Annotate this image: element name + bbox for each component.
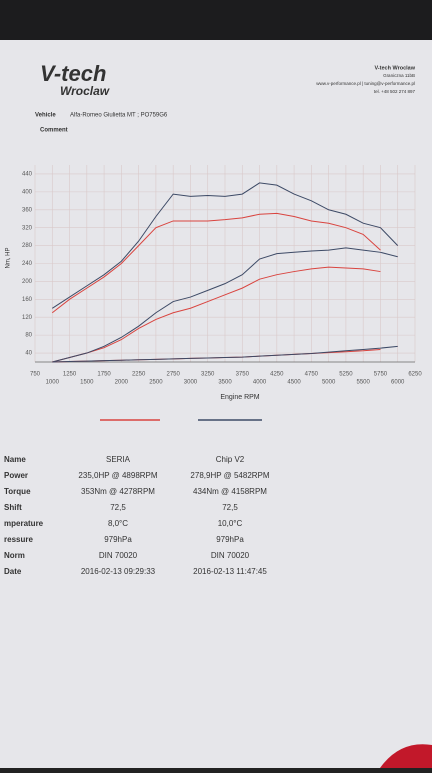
row-label: mperature — [4, 519, 44, 528]
x-tick-label: 2750 — [167, 372, 181, 378]
cell: 2016-02-13 09:29:33 — [81, 567, 156, 576]
y-tick-label: 200 — [22, 279, 33, 285]
row-label: Norm — [4, 551, 25, 560]
x-tick-label: 1000 — [46, 380, 60, 386]
logo: V-tech — [40, 61, 106, 86]
row-label: Power — [4, 471, 28, 480]
row-label: Date — [4, 567, 22, 576]
x-tick-label: 1250 — [63, 372, 77, 378]
x-tick-label: 3250 — [201, 372, 215, 378]
cell: 72,5 — [110, 503, 126, 512]
x-tick-label: 5500 — [357, 380, 371, 386]
x-tick-label: 1500 — [80, 380, 94, 386]
y-tick-label: 440 — [22, 172, 33, 178]
cell: SERIA — [106, 455, 131, 464]
x-tick-label: 5000 — [322, 380, 336, 386]
cell: DIN 70020 — [211, 551, 250, 560]
y-tick-label: 40 — [25, 351, 32, 357]
phone: tel. +48 502 274 897 — [374, 89, 416, 94]
row-label: Torque — [4, 487, 31, 496]
x-tick-label: 2000 — [115, 380, 129, 386]
x-tick-label: 4500 — [287, 380, 301, 386]
y-tick-label: 280 — [22, 243, 33, 249]
cell: 434Nm @ 4158RPM — [193, 487, 267, 496]
series-line — [52, 247, 398, 363]
row-label: Name — [4, 455, 26, 464]
cell: 353Nm @ 4278RPM — [81, 487, 155, 496]
y-axis-label: Nm, HP — [6, 248, 12, 269]
row-label: ressure — [4, 535, 33, 544]
x-tick-label: 3000 — [184, 380, 198, 386]
cell: 278,9HP @ 5482RPM — [190, 471, 269, 480]
x-tick-label: 2250 — [132, 372, 146, 378]
x-tick-label: 1750 — [97, 372, 111, 378]
vehicle-label: Vehicle — [35, 113, 56, 119]
cell: 2016-02-13 11:47:45 — [193, 567, 267, 576]
x-tick-label: 5250 — [339, 372, 353, 378]
vehicle-value: Alfa-Romeo Giulietta MT ; PO759G6 — [70, 113, 168, 119]
x-tick-label: 750 — [30, 372, 41, 378]
x-tick-label: 6250 — [408, 372, 422, 378]
x-tick-label: 2500 — [149, 380, 163, 386]
y-tick-label: 360 — [22, 207, 33, 213]
y-tick-label: 240 — [22, 261, 33, 267]
series-line — [52, 182, 399, 309]
x-tick-label: 6000 — [391, 380, 405, 386]
contact: www.v-performance.pl | tuning@v-performa… — [316, 81, 415, 86]
company: V-tech Wroclaw — [374, 65, 415, 71]
cell: 72,5 — [222, 503, 238, 512]
series-line — [52, 345, 398, 363]
series-line — [52, 266, 381, 363]
x-tick-label: 4750 — [305, 372, 319, 378]
y-tick-label: 80 — [25, 333, 32, 339]
corner — [380, 744, 432, 768]
x-tick-label: 4000 — [253, 380, 267, 386]
logo-sub: Wroclaw — [60, 84, 110, 98]
address: Graniczna 11bB — [383, 73, 415, 78]
cell: 235,0HP @ 4898RPM — [78, 471, 157, 480]
y-tick-label: 120 — [22, 315, 33, 321]
cell: 10,0°C — [218, 519, 243, 528]
keyboard — [0, 0, 432, 44]
cell: 979hPa — [216, 535, 244, 544]
x-tick-label: 5750 — [374, 372, 388, 378]
series-line — [51, 212, 381, 314]
x-tick-label: 3750 — [236, 372, 250, 378]
cell: 8,0°C — [108, 519, 128, 528]
cell: Chip V2 — [216, 455, 245, 464]
table: Name SERIA Chip V2 Power 235,0HP @ 4898RPM 27… — [4, 419, 270, 576]
y-tick-label: 320 — [22, 225, 33, 231]
y-tick-label: 400 — [22, 189, 33, 195]
paper — [0, 40, 432, 768]
cell: 979hPa — [104, 535, 132, 544]
cell: DIN 70020 — [99, 551, 138, 560]
row-label: Shift — [4, 503, 22, 512]
y-tick-label: 160 — [22, 297, 33, 303]
x-axis-label: Engine RPM — [220, 394, 259, 401]
chart: 40 80 120 160 200 240 280 320 360 400 440 750 100012… — [6, 165, 422, 401]
x-tick-label: 4250 — [270, 372, 284, 378]
x-tick-label: 3500 — [218, 380, 232, 386]
comment: Comment — [40, 128, 68, 134]
